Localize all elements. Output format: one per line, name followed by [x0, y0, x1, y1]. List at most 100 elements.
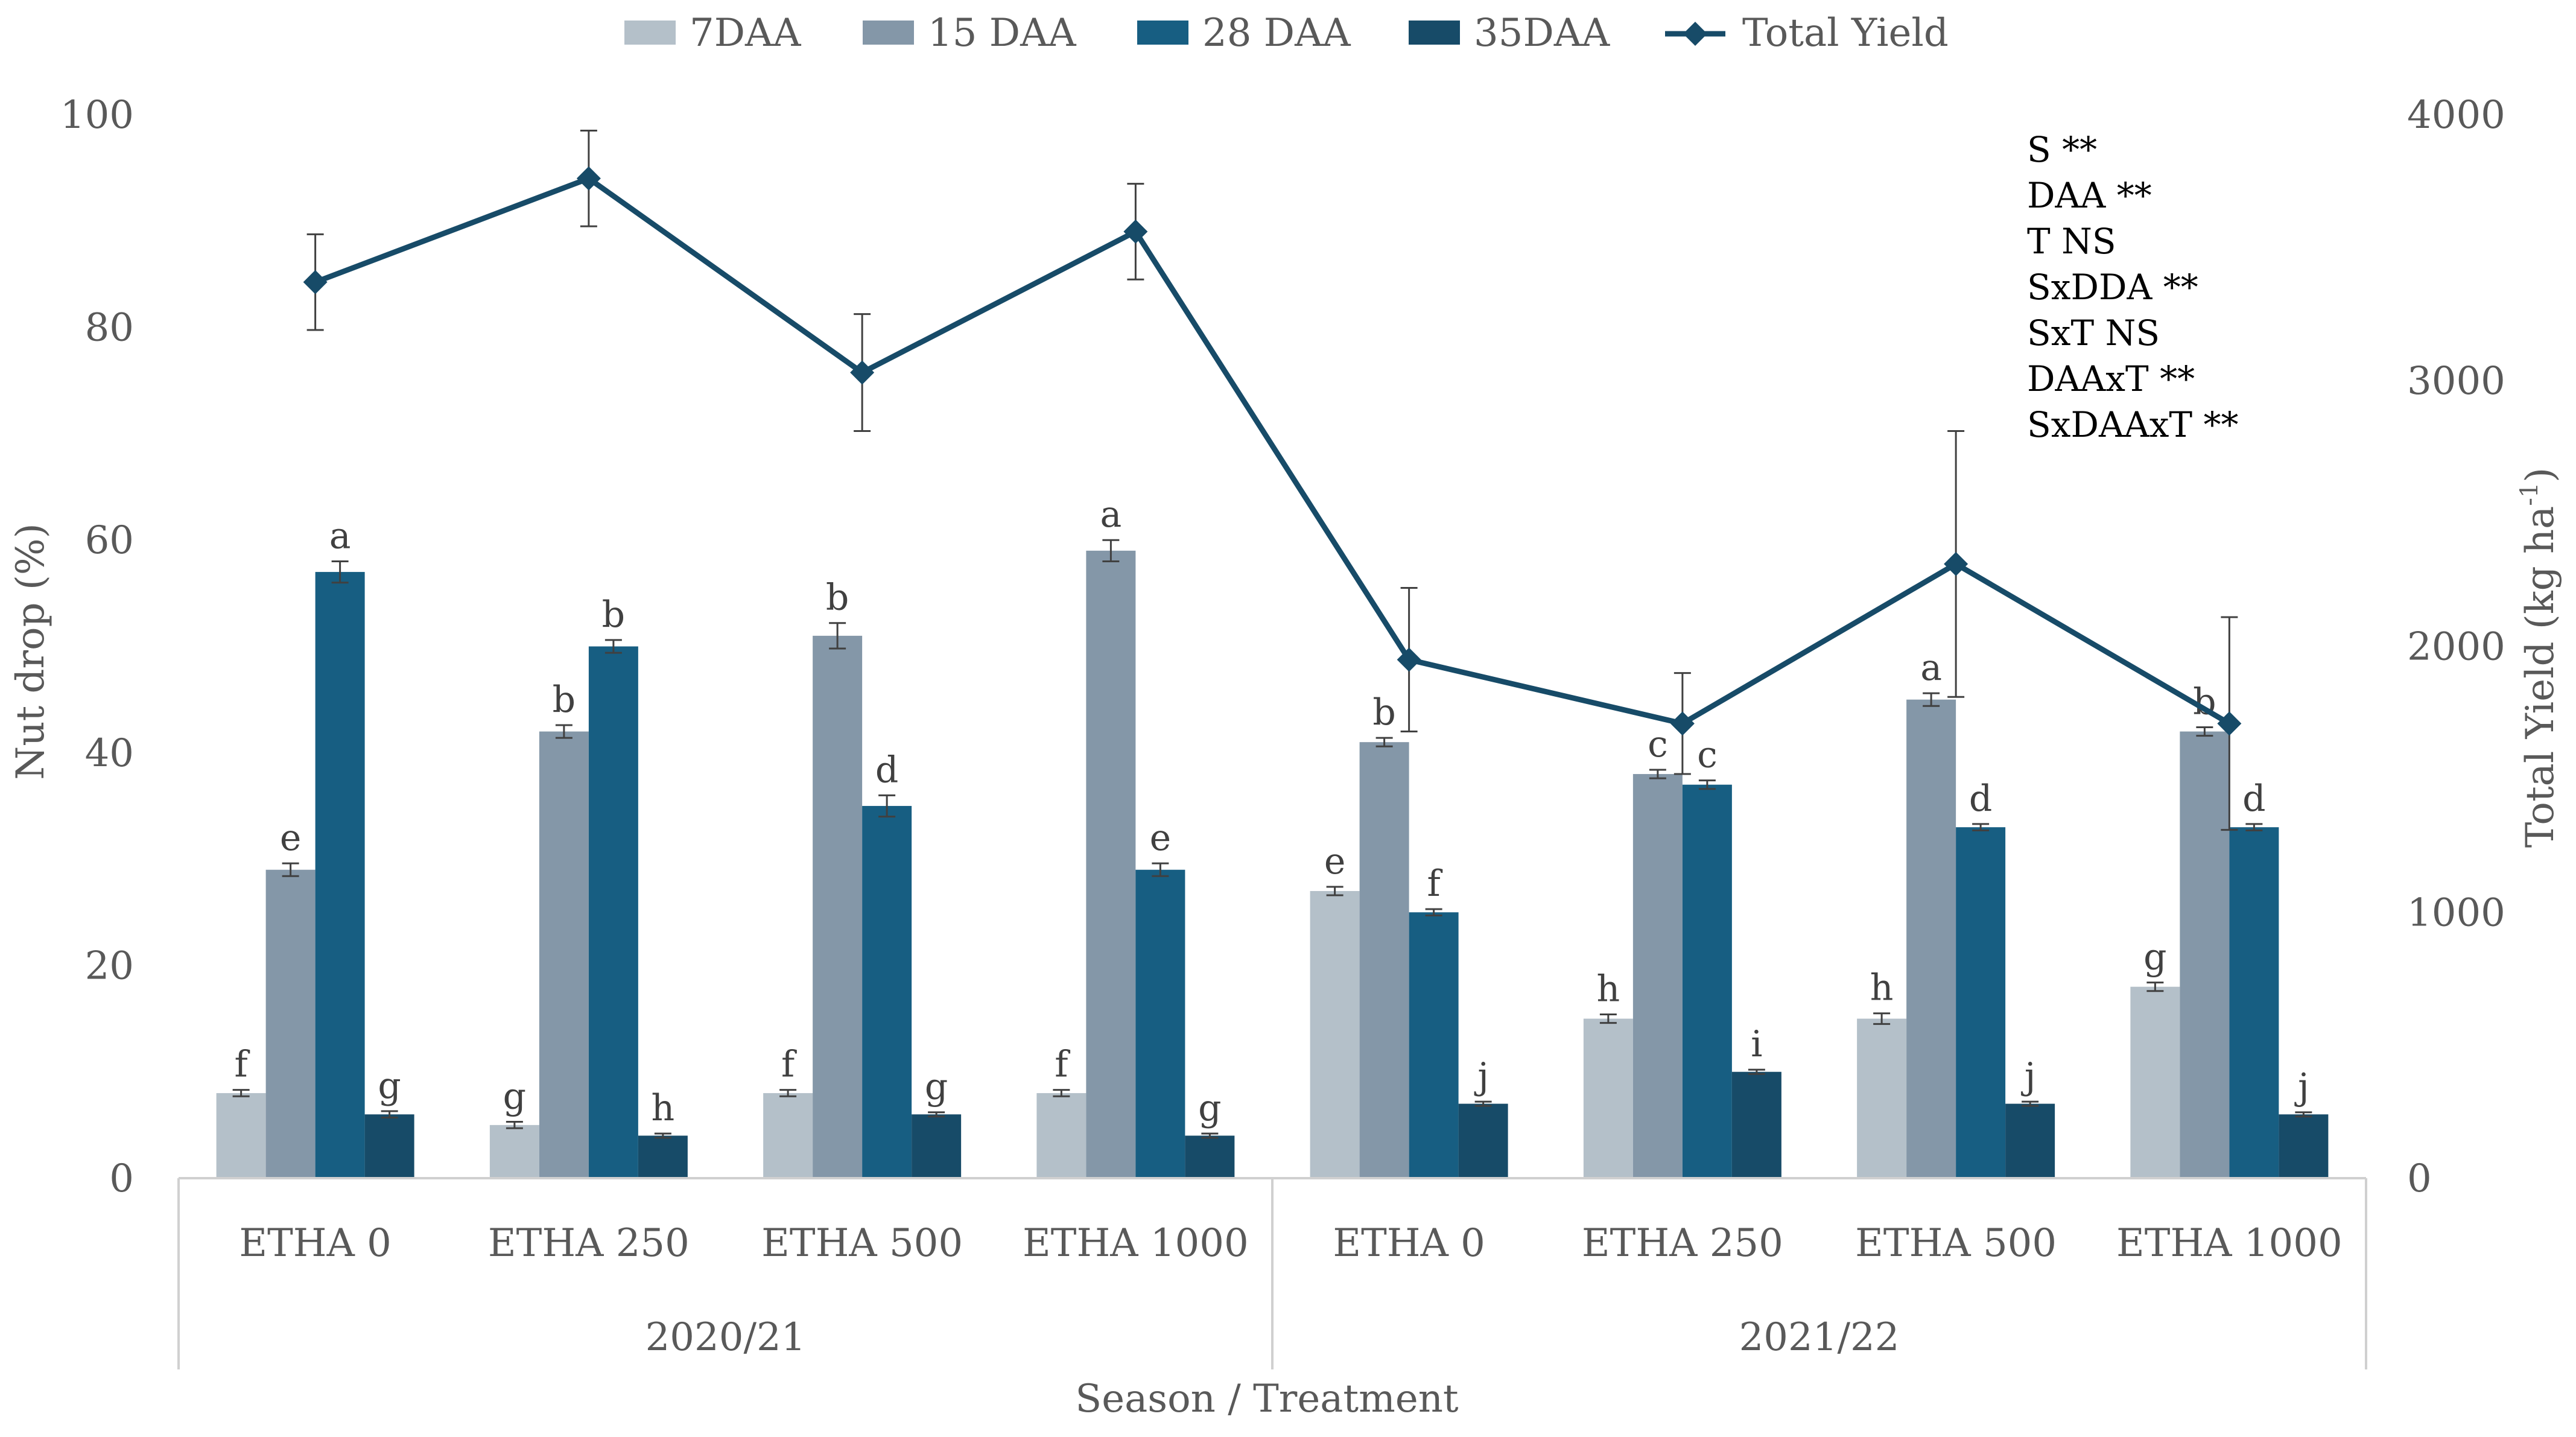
bar [2229, 827, 2279, 1178]
legend-label: 7DAA [690, 11, 801, 56]
annotation-text: SxT NS [2027, 312, 2160, 354]
bar [862, 805, 912, 1178]
bar [216, 1093, 266, 1178]
category-label: ETHA 0 [1333, 1221, 1485, 1266]
category-label: ETHA 500 [1855, 1221, 2057, 1266]
category-label: ETHA 250 [1582, 1221, 1783, 1266]
significance-letter: g [378, 1065, 401, 1107]
bar [1458, 1103, 1508, 1178]
bar [1857, 1018, 1907, 1178]
yield-point [1944, 551, 1968, 576]
left-tick-label: 0 [109, 1156, 134, 1201]
bar [1086, 550, 1136, 1178]
bar [638, 1135, 688, 1178]
significance-letter: f [235, 1044, 250, 1086]
yield-point [850, 360, 875, 385]
significance-letter: h [1870, 967, 1894, 1009]
significance-letter: a [1100, 493, 1121, 536]
yield-point [1397, 647, 1421, 672]
significance-letter: e [1324, 840, 1346, 883]
season-label: 2021/22 [1739, 1315, 1900, 1360]
significance-letter: j [2294, 1066, 2309, 1108]
right-tick-label: 1000 [2407, 890, 2505, 935]
bar [2130, 986, 2180, 1178]
legend-swatch [1409, 21, 1460, 45]
legend-label: 35DAA [1474, 11, 1610, 56]
legend-label: Total Yield [1742, 11, 1949, 56]
significance-letter: g [503, 1076, 526, 1118]
significance-letter: b [826, 577, 849, 619]
legend-label: 28 DAA [1202, 11, 1351, 56]
bar [1359, 742, 1409, 1178]
legend: 7DAA 15 DAA 28 DAA 35DAA Total Yield [624, 11, 1949, 56]
category-label: ETHA 1000 [2116, 1221, 2343, 1266]
legend-swatch [624, 21, 676, 45]
bar [912, 1114, 962, 1178]
yield-point [303, 270, 328, 294]
significance-letter: c [1697, 734, 1718, 776]
bar [2180, 731, 2230, 1178]
bar [1682, 784, 1732, 1178]
bar [588, 646, 638, 1178]
significance-letter: h [652, 1087, 675, 1129]
bar [813, 635, 863, 1178]
bar [1731, 1071, 1781, 1178]
significance-letter: i [1751, 1023, 1762, 1065]
significance-letter: c [1648, 723, 1668, 766]
significance-letter: d [875, 749, 898, 791]
category-label: ETHA 1000 [1023, 1221, 1249, 1266]
bar [2279, 1114, 2329, 1178]
annotation-text: SxDAAxT ** [2027, 404, 2239, 445]
significance-letter: j [1474, 1055, 1489, 1097]
bar [1956, 827, 2006, 1178]
significance-letter: f [1427, 863, 1443, 905]
bar [364, 1114, 414, 1178]
bar [763, 1093, 813, 1178]
significance-letter: d [1969, 778, 1992, 820]
right-tick-label: 0 [2407, 1156, 2432, 1201]
annotation-text: DAAxT ** [2027, 358, 2195, 399]
right-axis-title: Total Yield (kg ha-1) [2516, 468, 2563, 848]
annotation-text: T NS [2027, 221, 2116, 262]
bar [1583, 1018, 1633, 1178]
left-tick-label: 80 [85, 306, 134, 351]
yield-point [1670, 711, 1695, 736]
significance-letter: b [553, 679, 576, 721]
significance-letter: g [925, 1066, 948, 1108]
bar [1036, 1093, 1087, 1178]
significance-letter: a [1920, 647, 1942, 689]
category-label: ETHA 0 [239, 1221, 392, 1266]
bar [315, 572, 365, 1178]
significance-letter: b [602, 594, 625, 636]
legend-label: 15 DAA [928, 11, 1076, 56]
category-label: ETHA 500 [761, 1221, 963, 1266]
significance-letter: g [1198, 1087, 1221, 1129]
left-axis-title: Nut drop (%) [8, 523, 53, 779]
bar [539, 731, 589, 1178]
yield-point [2217, 711, 2242, 736]
significance-letter: a [329, 515, 351, 557]
right-y-axis: 0 1000 2000 3000 4000 [2407, 93, 2505, 1201]
left-tick-label: 20 [85, 944, 134, 988]
bar [489, 1125, 539, 1178]
bar [1185, 1135, 1235, 1178]
significance-letter: h [1597, 968, 1620, 1010]
significance-letter: f [1055, 1044, 1070, 1086]
x-axis-title: Season / Treatment [1075, 1377, 1459, 1421]
right-tick-label: 3000 [2407, 359, 2505, 404]
bar [1632, 774, 1683, 1178]
significance-letter: g [2143, 936, 2166, 979]
bar [1409, 912, 1459, 1178]
x-axis: ETHA 0 ETHA 250 ETHA 500 ETHA 1000 2020/21 ET… [177, 1177, 2367, 1369]
left-tick-label: 100 [60, 93, 134, 138]
total-yield-line [303, 129, 2242, 831]
left-tick-label: 40 [85, 731, 134, 776]
significance-letter: e [280, 817, 302, 859]
bar [1135, 869, 1185, 1178]
bar [1906, 699, 1956, 1178]
significance-letter: e [1150, 817, 1172, 859]
yield-point [1123, 219, 1148, 244]
